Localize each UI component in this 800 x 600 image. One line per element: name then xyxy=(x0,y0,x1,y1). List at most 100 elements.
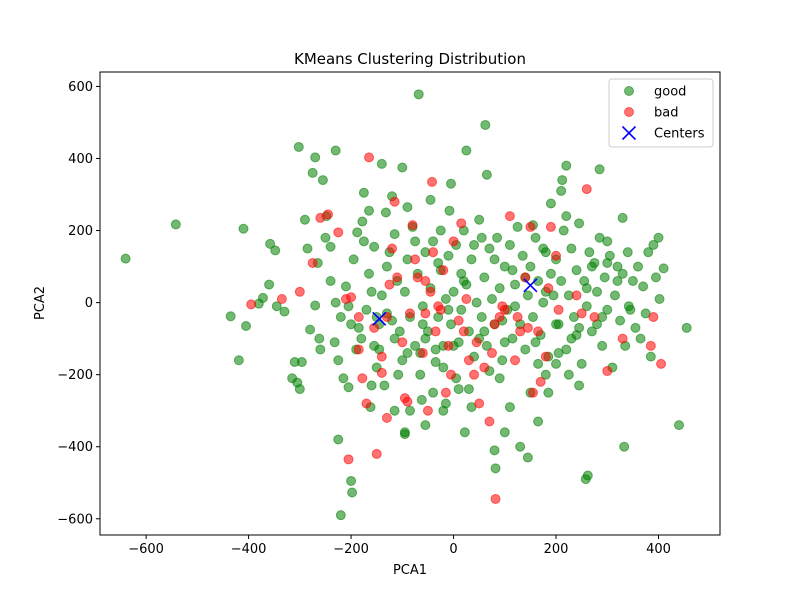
data-point xyxy=(402,348,413,359)
data-point xyxy=(481,340,492,351)
data-point xyxy=(413,89,424,100)
data-point xyxy=(389,405,400,416)
data-point xyxy=(648,312,659,323)
data-point xyxy=(602,366,613,377)
data-point xyxy=(287,373,298,384)
data-point xyxy=(627,275,638,286)
data-point xyxy=(358,236,369,247)
data-point xyxy=(556,185,567,196)
data-point xyxy=(170,219,181,230)
data-point xyxy=(435,225,446,236)
data-point xyxy=(448,286,459,297)
y-tick-label: 400 xyxy=(68,152,93,167)
data-point xyxy=(533,275,544,286)
data-point xyxy=(599,272,610,283)
data-point xyxy=(361,398,372,409)
data-point xyxy=(443,340,454,351)
data-point xyxy=(420,420,431,431)
data-point xyxy=(543,283,554,294)
data-point xyxy=(456,304,467,315)
center-point xyxy=(372,311,387,326)
data-point xyxy=(499,337,510,348)
data-point xyxy=(461,145,472,156)
data-point xyxy=(476,312,487,323)
data-point xyxy=(535,376,546,387)
data-point xyxy=(302,243,313,254)
data-point xyxy=(366,380,377,391)
data-point xyxy=(340,281,351,292)
data-point xyxy=(638,281,649,292)
data-point xyxy=(645,351,656,362)
data-point xyxy=(427,176,438,187)
data-point xyxy=(563,369,574,380)
data-point xyxy=(581,283,592,294)
data-point xyxy=(433,257,444,268)
x-tick-label: 0 xyxy=(449,542,457,557)
data-point xyxy=(445,178,456,189)
data-point xyxy=(592,286,603,297)
data-point xyxy=(474,214,485,225)
data-point xyxy=(415,369,426,380)
data-point xyxy=(522,290,533,301)
data-point xyxy=(320,232,331,243)
legend: good bad Centers xyxy=(608,78,714,148)
data-point xyxy=(444,205,455,216)
data-point xyxy=(333,355,344,366)
data-point xyxy=(333,227,344,238)
data-point xyxy=(650,272,661,283)
data-point xyxy=(612,261,623,272)
data-point xyxy=(540,351,551,362)
data-point xyxy=(394,326,405,337)
data-point xyxy=(576,358,587,369)
data-point xyxy=(422,405,433,416)
data-point xyxy=(271,301,282,312)
data-point xyxy=(530,232,541,243)
data-point xyxy=(352,227,363,238)
data-point xyxy=(540,369,551,380)
data-point xyxy=(492,232,503,243)
data-point xyxy=(389,196,400,207)
legend-frame xyxy=(608,78,714,148)
data-point xyxy=(399,286,410,297)
data-point xyxy=(643,247,654,258)
data-point xyxy=(476,232,487,243)
data-point xyxy=(335,510,346,521)
data-point xyxy=(353,312,364,323)
data-point xyxy=(335,312,346,323)
data-point xyxy=(430,357,441,368)
data-point xyxy=(510,279,521,290)
data-point xyxy=(397,162,408,173)
data-point xyxy=(520,272,531,283)
data-point xyxy=(497,355,508,366)
data-point xyxy=(490,493,501,504)
data-point xyxy=(329,337,340,348)
data-point xyxy=(392,272,403,283)
data-point xyxy=(338,373,349,384)
data-point xyxy=(574,380,585,391)
data-point xyxy=(654,293,665,304)
data-point xyxy=(420,275,431,286)
x-axis-ticks: −600 −400 −200 0 200 400 xyxy=(128,535,671,557)
data-point xyxy=(333,434,344,445)
data-point xyxy=(459,427,470,438)
data-point xyxy=(453,315,464,326)
data-point xyxy=(456,218,467,229)
data-point xyxy=(276,293,287,304)
data-point xyxy=(574,322,585,333)
data-point xyxy=(402,396,413,407)
data-point xyxy=(625,304,636,315)
data-point xyxy=(522,322,533,333)
data-point xyxy=(438,362,449,373)
data-point xyxy=(582,470,593,481)
data-point xyxy=(645,340,656,351)
data-point xyxy=(348,254,359,265)
data-point xyxy=(443,250,454,261)
data-point xyxy=(494,312,505,323)
data-point xyxy=(241,321,252,332)
data-point xyxy=(314,333,325,344)
legend-item-bad: bad xyxy=(624,106,678,121)
data-point xyxy=(461,293,472,304)
data-point xyxy=(499,261,510,272)
data-point xyxy=(425,194,436,205)
data-point xyxy=(364,205,375,216)
